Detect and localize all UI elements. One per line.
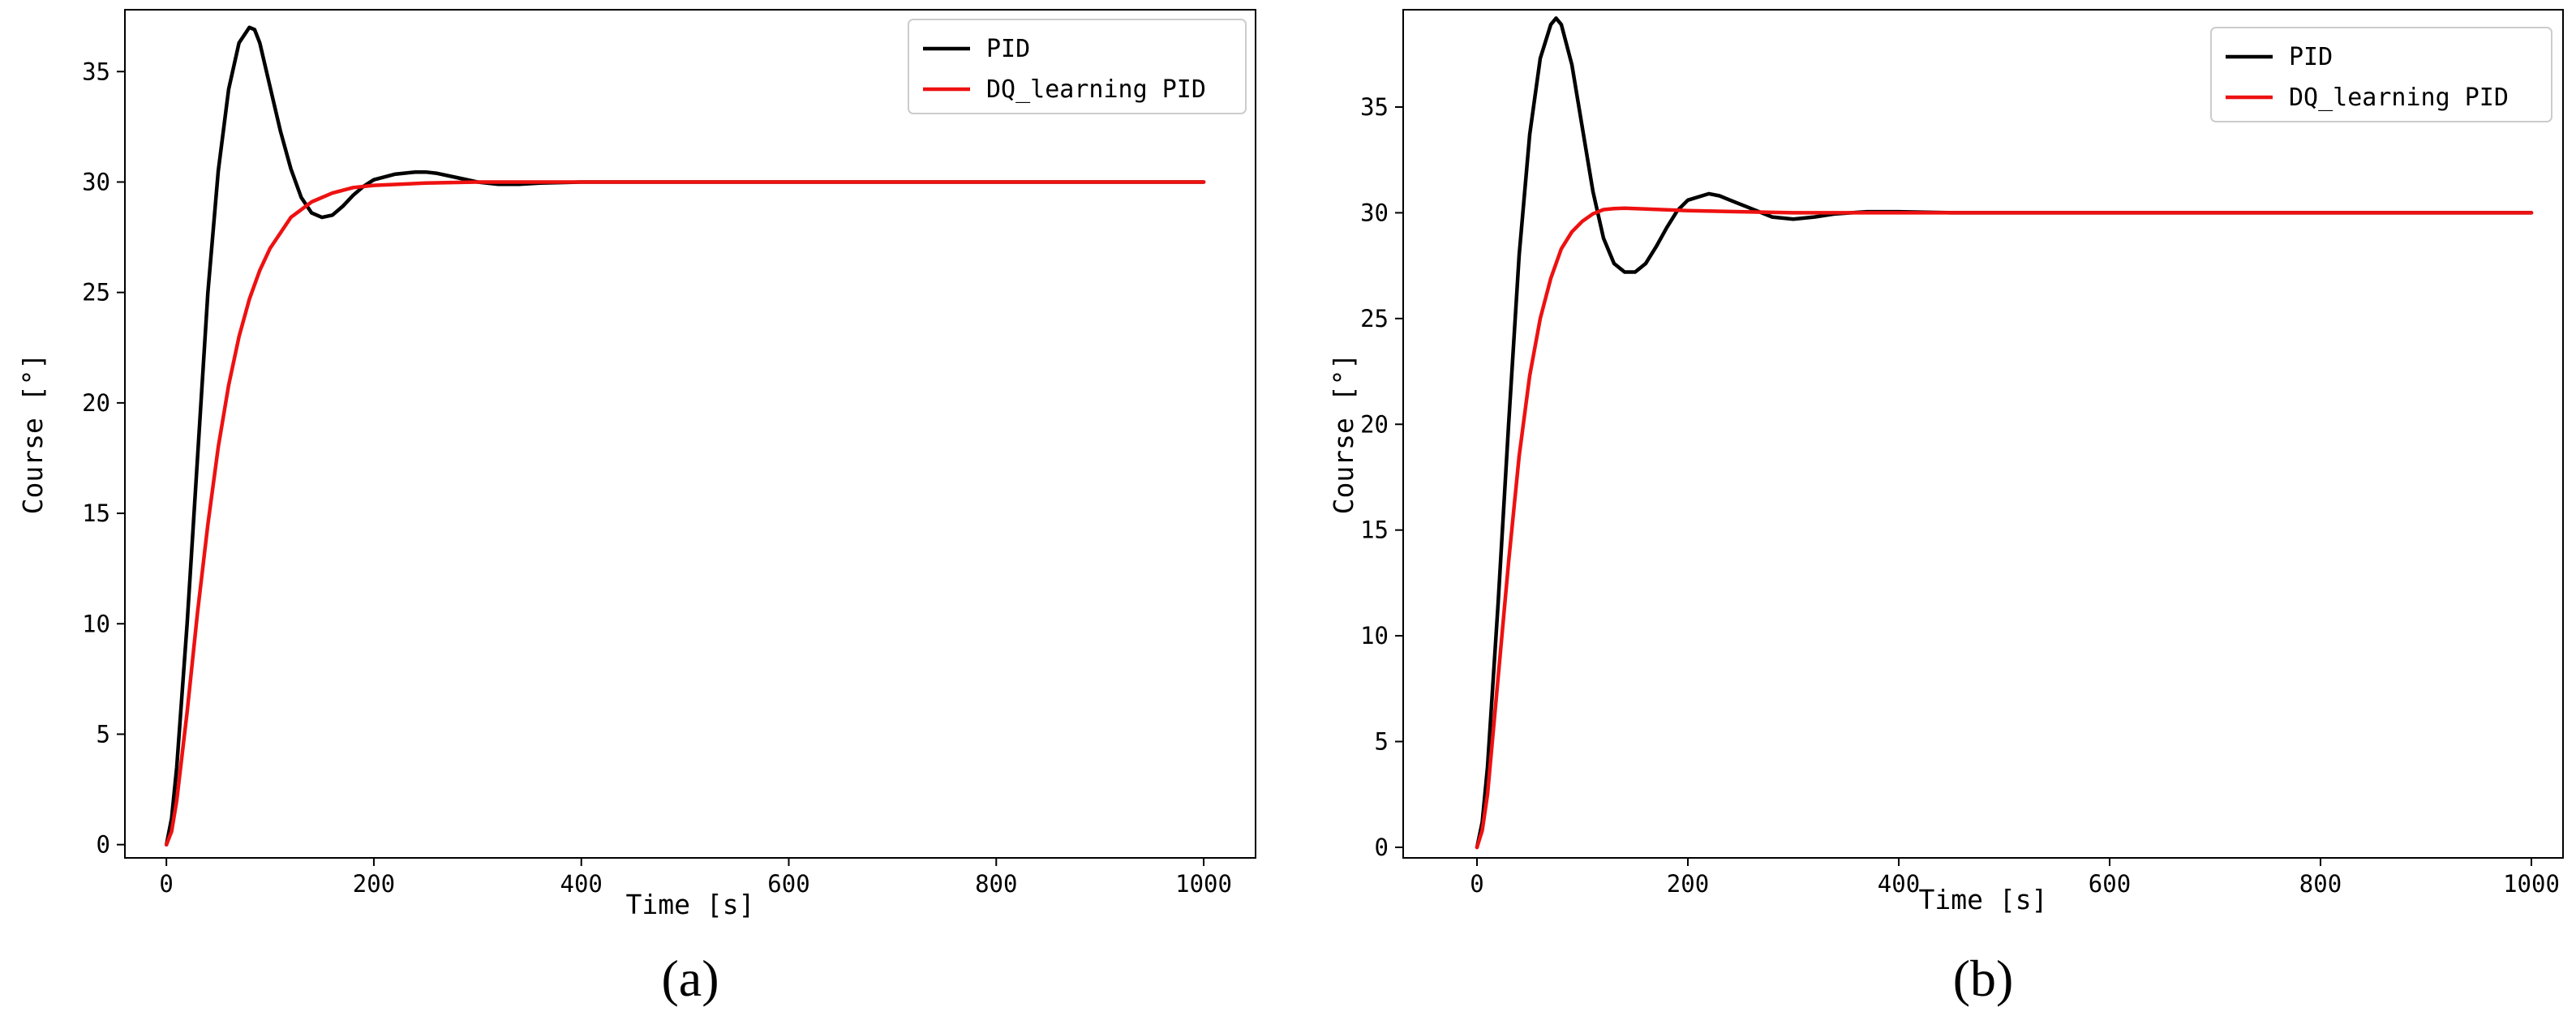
series-line-dq-learning-pid xyxy=(164,180,1206,847)
legend: PID DQ_learning PID xyxy=(2210,27,2552,122)
series-line-pid xyxy=(164,25,1206,847)
x-tick-label: 0 xyxy=(1470,870,1483,898)
chart-panel-a: 0 200 400 600 800 1000 0 5 10 15 20 25 30 35 Time [s] C… xyxy=(17,9,1256,1007)
y-axis-label: Course [°] xyxy=(1328,354,1359,515)
x-tick-label: 600 xyxy=(767,870,809,898)
x-axis-label: Time [s] xyxy=(1919,884,2048,915)
legend-label-pid: PID xyxy=(2289,43,2333,71)
legend-box xyxy=(908,19,1247,114)
y-tick-label: 30 xyxy=(1360,199,1389,226)
series-line-dq-learning-pid xyxy=(1475,206,2534,850)
axes-frame xyxy=(1402,9,2564,859)
x-tick-label: 800 xyxy=(975,870,1017,898)
x-tick-label: 600 xyxy=(2089,870,2131,898)
panel-label: (a) xyxy=(661,950,719,1007)
y-tick-label: 15 xyxy=(1360,517,1389,544)
x-tick-label: 200 xyxy=(1667,870,1709,898)
x-axis-label: Time [s] xyxy=(626,889,755,920)
y-tick-label: 10 xyxy=(1360,622,1389,649)
legend: PID DQ_learning PID xyxy=(908,19,1247,114)
y-tick-label: 30 xyxy=(82,168,110,195)
y-tick-label: 5 xyxy=(1375,728,1389,756)
y-tick-label: 25 xyxy=(82,279,110,307)
legend-label-dq-learning-pid: DQ_learning PID xyxy=(986,75,1206,104)
y-tick-label: 35 xyxy=(1360,93,1389,121)
x-tick-label: 1000 xyxy=(1175,870,1232,898)
legend-label-dq-learning-pid: DQ_learning PID xyxy=(2289,84,2509,112)
panel-label: (b) xyxy=(1953,950,2014,1007)
y-axis-label: Course [°] xyxy=(17,354,49,515)
x-tick-label: 400 xyxy=(1878,870,1920,898)
chart-panel-b: 0 200 400 600 800 1000 0 5 10 15 20 25 30 35 Time [s] C… xyxy=(1328,9,2564,1007)
legend-box xyxy=(2210,27,2552,122)
x-tick-label: 200 xyxy=(353,870,395,898)
x-tick-label: 800 xyxy=(2299,870,2342,898)
x-tick-label: 400 xyxy=(560,870,603,898)
y-tick-label: 20 xyxy=(1360,410,1389,438)
y-tick-label: 15 xyxy=(82,499,110,527)
y-tick-label: 0 xyxy=(1375,834,1389,861)
legend-label-pid: PID xyxy=(986,35,1030,63)
y-tick-label: 20 xyxy=(82,389,110,417)
y-tick-label: 10 xyxy=(82,610,110,637)
y-tick-label: 5 xyxy=(97,720,110,748)
x-tick-label: 1000 xyxy=(2503,870,2560,898)
y-tick-label: 0 xyxy=(97,831,110,859)
axes-frame xyxy=(124,9,1256,859)
series-line-pid xyxy=(1475,16,2534,850)
y-tick-label: 35 xyxy=(82,58,110,85)
x-tick-label: 0 xyxy=(159,870,173,898)
y-tick-label: 25 xyxy=(1360,305,1389,332)
